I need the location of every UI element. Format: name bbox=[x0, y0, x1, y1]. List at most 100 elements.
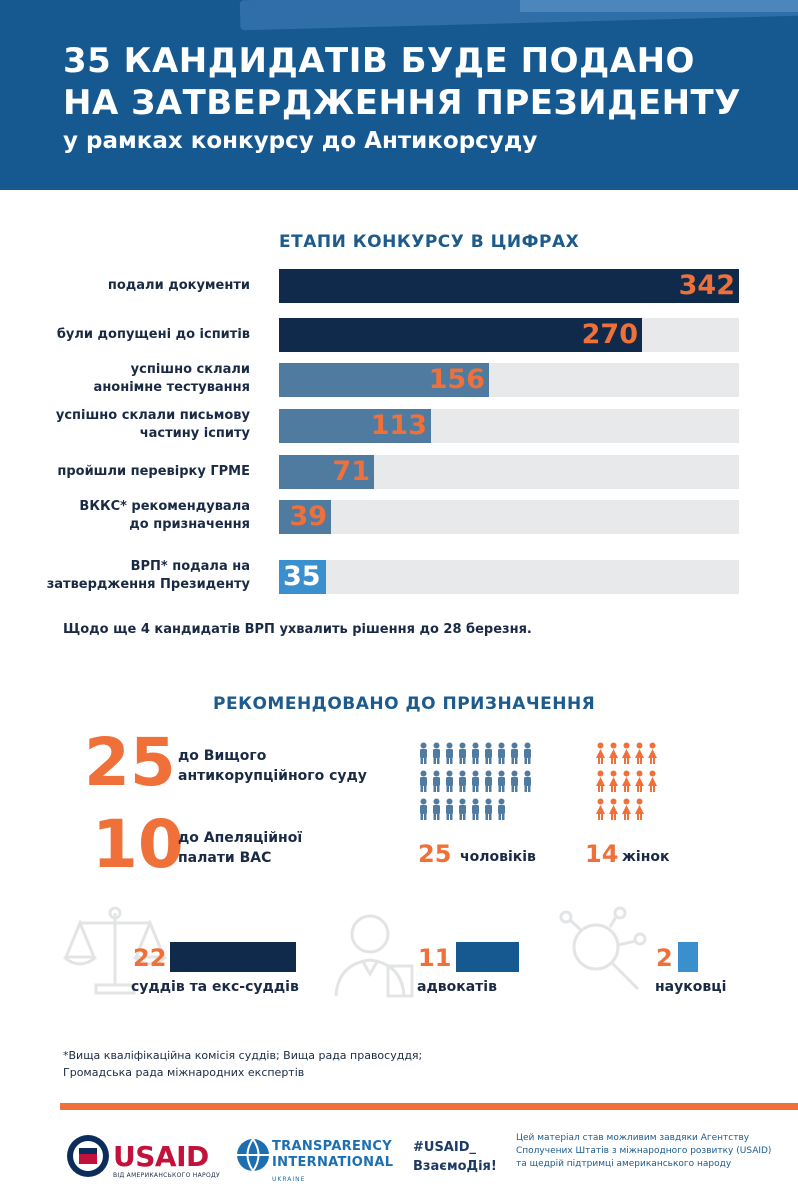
female-person-icon bbox=[607, 770, 620, 796]
hashtag-line1: #USAID_ bbox=[413, 1140, 477, 1155]
stage-value: 342 bbox=[678, 270, 735, 301]
male-person-icon bbox=[495, 770, 508, 796]
female-person-icon bbox=[594, 770, 607, 796]
footnote: *Вища кваліфікаційна комісія суддів; Вищ… bbox=[63, 1047, 422, 1081]
hashtag-line2: ВзаємоДія! bbox=[413, 1159, 497, 1174]
footnote-line2: Громадська рада міжнародних експертів bbox=[63, 1066, 305, 1079]
men-label: чоловіків bbox=[460, 849, 536, 865]
usaid-logo-subtitle: ВІД АМЕРИКАНСЬКОГО НАРОДУ bbox=[113, 1172, 220, 1179]
stage-label-line1: ВРП* подала на bbox=[130, 559, 250, 574]
usaid-logo-text: USAID bbox=[113, 1140, 209, 1173]
ti-logo-line1: TRANSPARENCY bbox=[272, 1139, 392, 1154]
male-person-icon bbox=[443, 770, 456, 796]
male-person-icon bbox=[521, 742, 534, 768]
men-count: 25 bbox=[418, 840, 452, 868]
scientists-label: науковці bbox=[655, 979, 727, 995]
credit-text: Цей матеріал став можливим завдяки Агент… bbox=[516, 1133, 772, 1169]
female-person-icon bbox=[646, 742, 659, 768]
judges-label: суддів та екс-суддів bbox=[131, 979, 299, 995]
female-person-icon bbox=[633, 770, 646, 796]
stage-bar bbox=[279, 318, 642, 352]
judges-count: 22 bbox=[133, 944, 167, 972]
male-person-icon bbox=[469, 742, 482, 768]
female-person-icon bbox=[633, 742, 646, 768]
lawyer-icon bbox=[334, 914, 414, 998]
male-person-icon bbox=[508, 742, 521, 768]
stage-bar bbox=[279, 560, 326, 594]
male-person-icon bbox=[469, 798, 482, 824]
male-person-icon bbox=[417, 798, 430, 824]
male-person-icon bbox=[495, 798, 508, 824]
stage-bar-track bbox=[279, 560, 739, 594]
stage-label-line1: подали документи bbox=[107, 278, 250, 293]
stage-bar-track bbox=[279, 500, 739, 534]
title-line-1: 35 КАНДИДАТІВ БУДЕ ПОДАНО bbox=[63, 41, 695, 81]
header-banner: 35 КАНДИДАТІВ БУДЕ ПОДАНО НА ЗАТВЕРДЖЕНН… bbox=[0, 0, 798, 190]
stage-bar bbox=[279, 269, 739, 303]
male-person-icon bbox=[456, 770, 469, 796]
stage-label: успішно склали письмову частину іспиту bbox=[56, 407, 250, 443]
women-count: 14 bbox=[585, 840, 619, 868]
stage-label: подали документи bbox=[108, 277, 250, 295]
stage-label-line2: затвердження Президенту bbox=[46, 577, 250, 592]
court2-description: до Апеляційної палати ВАС bbox=[178, 828, 302, 868]
stage-label-line1: успішно склали письмову bbox=[55, 408, 250, 423]
page-title: 35 КАНДИДАТІВ БУДЕ ПОДАНО НА ЗАТВЕРДЖЕНН… bbox=[63, 40, 741, 124]
footer-divider bbox=[60, 1103, 798, 1110]
court1-description: до Вищого антикорупційного суду bbox=[178, 746, 367, 786]
footnote-line1: *Вища кваліфікаційна комісія суддів; Вищ… bbox=[63, 1049, 423, 1062]
lawyers-count: 11 bbox=[418, 944, 452, 972]
usaid-seal-icon bbox=[67, 1135, 109, 1177]
stage-label-line2: до призначення bbox=[129, 517, 250, 532]
stage-value: 39 bbox=[289, 501, 327, 532]
stage-bar bbox=[279, 455, 374, 489]
stage-value: 270 bbox=[581, 319, 638, 350]
stage-value: 71 bbox=[332, 456, 370, 487]
page-subtitle: у рамках конкурсу до Антикорсуду bbox=[63, 128, 538, 154]
lawyers-label: адвокатів bbox=[417, 979, 497, 995]
male-person-icon bbox=[417, 742, 430, 768]
stage-value: 35 bbox=[283, 561, 321, 592]
female-person-icon bbox=[620, 742, 633, 768]
magnifier-icon bbox=[559, 906, 647, 991]
male-person-icon bbox=[430, 770, 443, 796]
stage-value: 113 bbox=[370, 410, 427, 441]
stage-label-line1: пройшли перевірку ГРМЕ bbox=[57, 464, 250, 479]
court2-number: 10 bbox=[92, 806, 184, 883]
female-person-icon bbox=[607, 798, 620, 824]
male-person-icon bbox=[430, 742, 443, 768]
male-person-icon bbox=[456, 742, 469, 768]
female-person-icon bbox=[594, 798, 607, 824]
stage-label: ВККС* рекомендувала до призначення bbox=[79, 498, 250, 534]
lawyers-bar bbox=[456, 942, 519, 972]
female-person-icon bbox=[620, 770, 633, 796]
scientists-count: 2 bbox=[656, 944, 673, 972]
female-person-icon bbox=[594, 742, 607, 768]
stage-label-line1: ВККС* рекомендувала bbox=[79, 499, 250, 514]
scales-icon bbox=[63, 906, 167, 995]
stage-label-line1: були допущені до іспитів bbox=[56, 327, 250, 342]
men-icon-grid bbox=[417, 742, 534, 824]
male-person-icon bbox=[482, 742, 495, 768]
male-person-icon bbox=[430, 798, 443, 824]
male-person-icon bbox=[456, 798, 469, 824]
female-person-icon bbox=[607, 742, 620, 768]
ti-globe-icon bbox=[237, 1138, 269, 1172]
court2-desc-line1: до Апеляційної bbox=[178, 830, 303, 846]
stages-title: ЕТАПИ КОНКУРСУ В ЦИФРАХ bbox=[279, 232, 580, 252]
stage-value: 156 bbox=[428, 364, 485, 395]
court1-desc-line2: антикорупційного суду bbox=[178, 768, 367, 784]
judges-bar bbox=[170, 942, 296, 972]
female-person-icon bbox=[633, 798, 646, 824]
recommended-title: РЕКОМЕНДОВАНО ДО ПРИЗНАЧЕННЯ bbox=[213, 694, 596, 714]
male-person-icon bbox=[482, 798, 495, 824]
male-person-icon bbox=[521, 770, 534, 796]
male-person-icon bbox=[482, 770, 495, 796]
women-icon-grid bbox=[594, 742, 659, 824]
male-person-icon bbox=[443, 798, 456, 824]
stages-note: Щодо ще 4 кандидатів ВРП ухвалить рішенн… bbox=[63, 622, 532, 637]
header-stripe-light bbox=[520, 0, 798, 12]
male-person-icon bbox=[417, 770, 430, 796]
court1-number: 25 bbox=[84, 724, 176, 801]
stage-bar bbox=[279, 363, 489, 397]
